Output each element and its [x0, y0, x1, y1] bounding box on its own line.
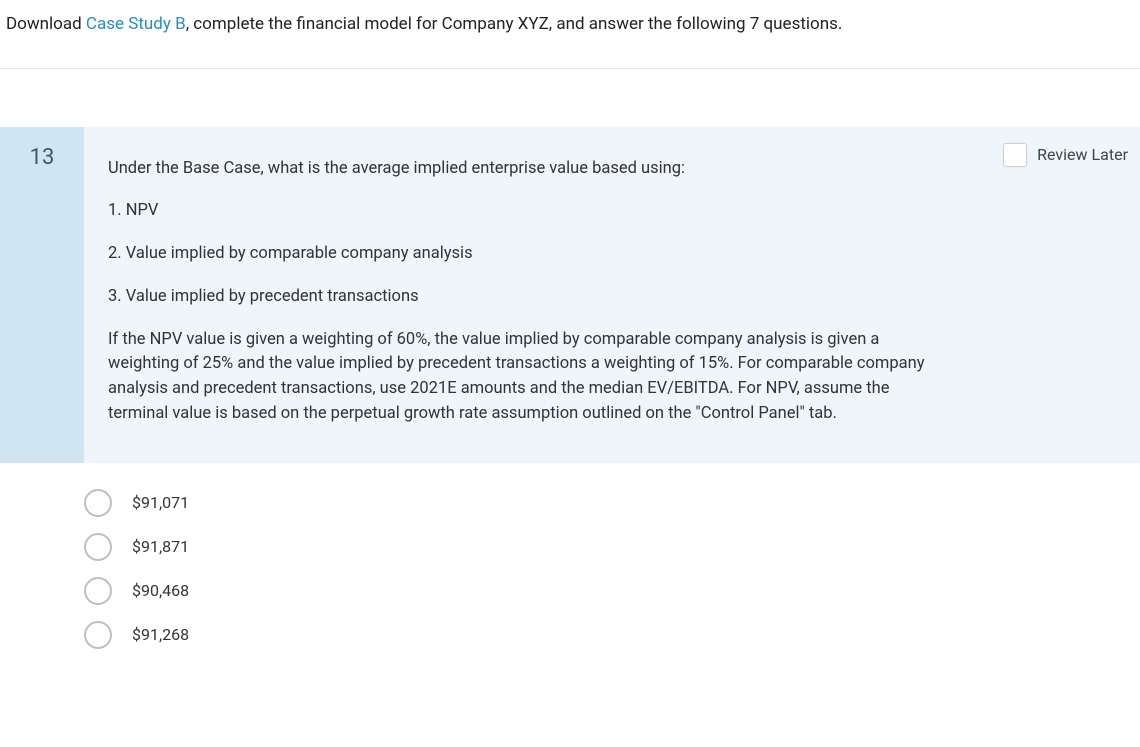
question-intro: Under the Base Case, what is the average… [108, 157, 940, 182]
option-row[interactable]: $91,268 [84, 621, 1140, 649]
radio-icon[interactable] [84, 621, 112, 649]
question-item-2: 2. Value implied by comparable company a… [108, 242, 940, 267]
option-label: $91,871 [132, 535, 189, 559]
option-label: $91,071 [132, 491, 189, 515]
question-detail: If the NPV value is given a weighting of… [108, 328, 940, 427]
question-body: Under the Base Case, what is the average… [84, 127, 964, 463]
option-row[interactable]: $90,468 [84, 577, 1140, 605]
radio-icon[interactable] [84, 533, 112, 561]
question-item-1: 1. NPV [108, 199, 940, 224]
option-row[interactable]: $91,871 [84, 533, 1140, 561]
instructions-prefix: Download [6, 14, 86, 34]
instructions-suffix: , complete the financial model for Compa… [186, 14, 843, 34]
option-label: $91,268 [132, 623, 189, 647]
option-row[interactable]: $91,071 [84, 489, 1140, 517]
question-block: 13 Under the Base Case, what is the aver… [0, 127, 1140, 463]
case-study-link[interactable]: Case Study B [86, 14, 186, 34]
radio-icon[interactable] [84, 489, 112, 517]
review-later-label: Review Later [1037, 143, 1128, 167]
options-list: $91,071 $91,871 $90,468 $91,268 [0, 463, 1140, 649]
instructions-bar: Download Case Study B, complete the fina… [0, 0, 1140, 69]
review-later-checkbox[interactable] [1003, 143, 1027, 167]
radio-icon[interactable] [84, 577, 112, 605]
question-item-3: 3. Value implied by precedent transactio… [108, 285, 940, 310]
review-later-area: Review Later [964, 127, 1140, 463]
question-number: 13 [0, 127, 84, 463]
option-label: $90,468 [132, 579, 189, 603]
